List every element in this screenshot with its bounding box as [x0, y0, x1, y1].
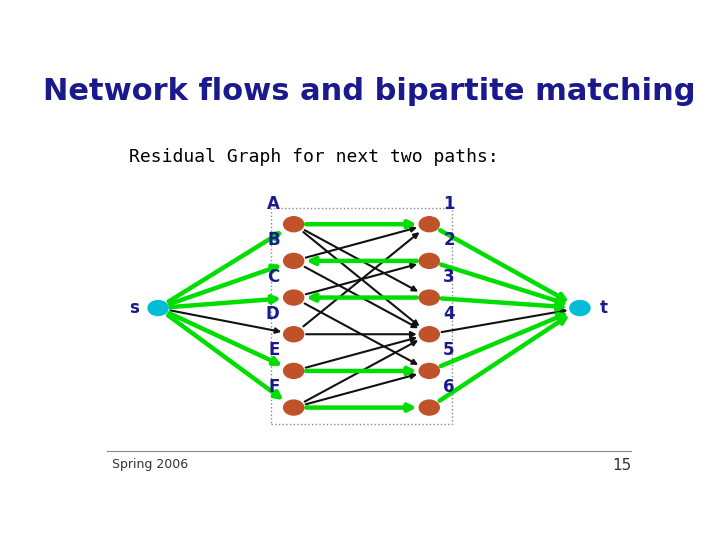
- Text: 6: 6: [444, 378, 455, 396]
- Text: Residual Graph for next two paths:: Residual Graph for next two paths:: [129, 148, 499, 166]
- Circle shape: [419, 217, 439, 232]
- Text: 1: 1: [444, 194, 455, 213]
- Text: E: E: [269, 341, 279, 359]
- Circle shape: [419, 363, 439, 379]
- Circle shape: [570, 301, 590, 315]
- Text: Spring 2006: Spring 2006: [112, 458, 189, 471]
- Circle shape: [419, 253, 439, 268]
- Circle shape: [284, 400, 304, 415]
- Text: Network flows and bipartite matching: Network flows and bipartite matching: [42, 77, 696, 106]
- Text: D: D: [266, 305, 279, 322]
- Circle shape: [148, 301, 168, 315]
- Circle shape: [284, 253, 304, 268]
- Text: s: s: [129, 299, 138, 317]
- Text: C: C: [267, 268, 279, 286]
- Text: t: t: [600, 299, 608, 317]
- Text: B: B: [267, 231, 279, 249]
- Circle shape: [284, 327, 304, 342]
- Circle shape: [419, 400, 439, 415]
- Text: 2: 2: [444, 231, 455, 249]
- Text: 4: 4: [444, 305, 455, 322]
- Circle shape: [419, 327, 439, 342]
- Circle shape: [284, 217, 304, 232]
- Text: 3: 3: [444, 268, 455, 286]
- Circle shape: [284, 363, 304, 379]
- Text: F: F: [269, 378, 279, 396]
- Text: A: A: [267, 194, 279, 213]
- Circle shape: [284, 290, 304, 305]
- Text: 15: 15: [612, 458, 631, 472]
- Circle shape: [419, 290, 439, 305]
- Text: 5: 5: [444, 341, 455, 359]
